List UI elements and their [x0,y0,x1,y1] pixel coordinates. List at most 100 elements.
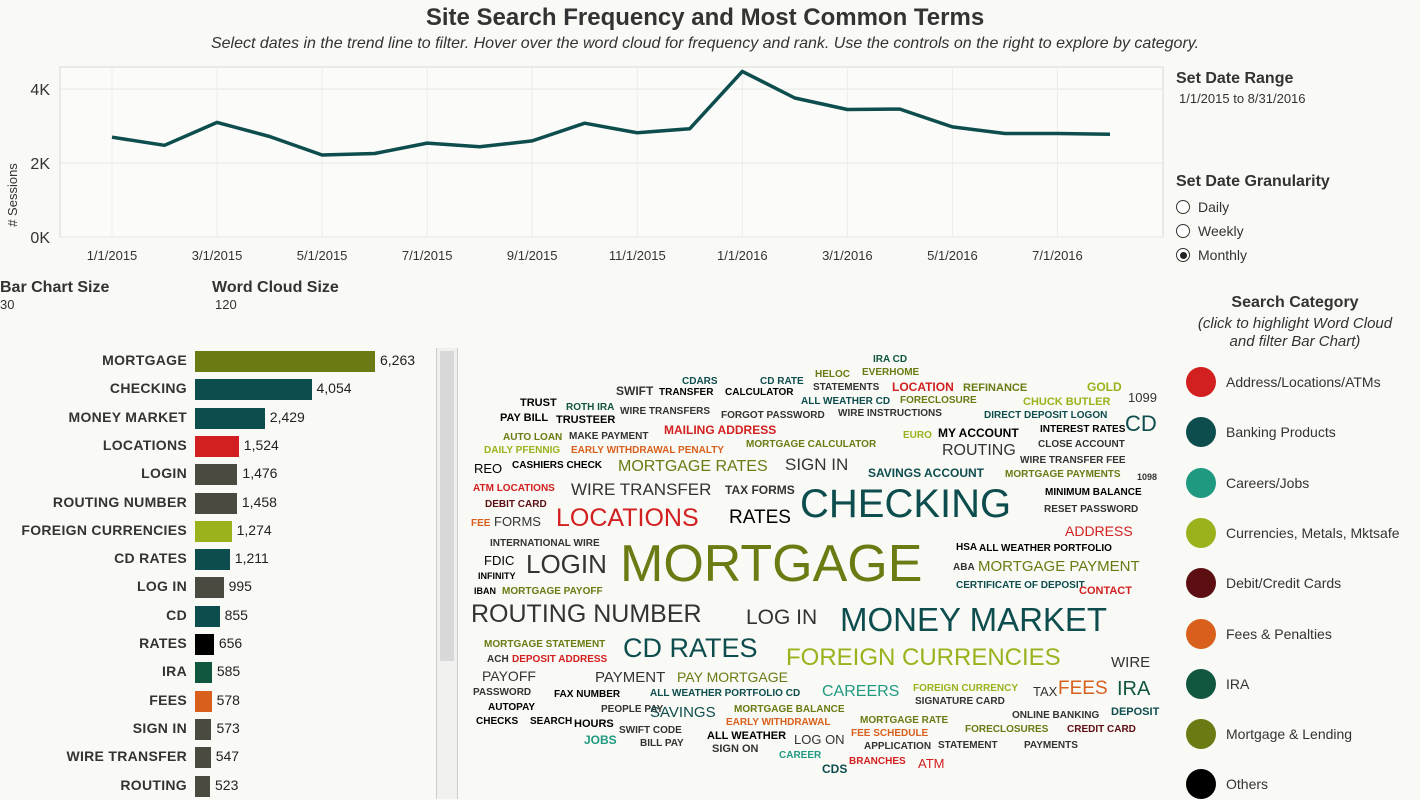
bar-chart-scrollbar[interactable] [436,348,458,799]
word-cloud-term[interactable]: ATM [918,756,945,771]
trend-line-series[interactable] [111,69,1111,157]
word-cloud-term[interactable]: FEES [1058,678,1108,699]
granularity-option-daily[interactable]: Daily [1176,195,1330,219]
word-cloud-term[interactable]: ALL WEATHER CD [801,396,891,407]
legend-item[interactable]: Debit/Credit Cards [1186,568,1341,599]
granularity-option-weekly[interactable]: Weekly [1176,219,1330,243]
bar[interactable] [195,379,312,401]
word-cloud-term[interactable]: ROTH IRA [566,402,615,413]
word-cloud-term[interactable]: SAVINGS ACCOUNT [868,466,985,480]
word-cloud-term[interactable]: IBAN [474,586,496,596]
legend-swatch[interactable] [1186,719,1216,750]
word-cloud-term[interactable]: FORMS [494,514,541,529]
legend-item[interactable]: Mortgage & Lending [1186,719,1352,750]
word-cloud-term[interactable]: FORGOT PASSWORD [721,410,825,421]
word-cloud-term[interactable]: CDS [822,762,848,776]
word-cloud-term[interactable]: LOCATIONS [556,504,699,532]
granularity-option-monthly[interactable]: Monthly [1176,243,1330,267]
word-cloud-term[interactable]: ADDRESS [1065,523,1133,539]
bar[interactable] [195,520,232,542]
legend-swatch[interactable] [1186,668,1216,699]
word-cloud-term[interactable]: INTEREST RATES [1040,424,1126,435]
bar[interactable] [195,435,239,457]
word-cloud-term[interactable]: MINIMUM BALANCE [1045,487,1142,498]
word-cloud-term[interactable]: MORTGAGE CALCULATOR [746,439,877,450]
bar[interactable] [195,634,214,655]
word-cloud-term[interactable]: CALCULATOR [725,387,794,398]
bar-row[interactable]: CD 855 [0,602,440,630]
legend-item[interactable]: Banking Products [1186,417,1336,448]
bar[interactable] [195,775,211,797]
bar-row[interactable]: CHECKING 4,054 [0,375,440,403]
word-cloud-term[interactable]: CAREER [779,750,822,761]
word-cloud-term[interactable]: FEE SCHEDULE [851,728,929,739]
word-cloud-term[interactable]: PEOPLE PAY [601,704,664,715]
bar-row[interactable]: RATES 656 [0,630,440,658]
word-cloud-term[interactable]: TAX FORMS [725,483,795,497]
word-cloud-term[interactable]: WIRE INSTRUCTIONS [838,408,942,419]
word-cloud-term[interactable]: MONEY MARKET [840,601,1108,638]
word-cloud-term[interactable]: RESET PASSWORD [1044,504,1139,515]
word-cloud-term[interactable]: EARLY WITHDRAWAL PENALTY [571,445,724,456]
word-cloud-term[interactable]: MY ACCOUNT [938,426,1019,440]
bar-size-value[interactable]: 30 [0,297,15,312]
bar[interactable] [195,662,212,684]
word-cloud-term[interactable]: FOREIGN CURRENCIES [786,644,1061,671]
word-cloud-term[interactable]: LOGIN [526,549,607,579]
bar[interactable] [195,605,220,627]
bar-row[interactable]: LOGIN 1,476 [0,460,440,488]
word-cloud-term[interactable]: TRUSTEER [556,414,616,426]
word-cloud-term[interactable]: SIGN IN [785,455,849,474]
bar-row[interactable]: IRA 585 [0,658,440,686]
word-cloud-term[interactable]: WIRE [1111,654,1151,671]
word-cloud-term[interactable]: MORTGAGE [620,535,923,593]
word-cloud-term[interactable]: AUTOPAY [488,702,536,713]
bar-row[interactable]: FEES 578 [0,687,440,715]
word-cloud-term[interactable]: MORTGAGE RATES [618,458,768,475]
bar-row[interactable]: ROUTING NUMBER 1,458 [0,489,440,517]
word-cloud-term[interactable]: MAILING ADDRESS [664,423,777,437]
word-cloud-term[interactable]: WIRE TRANSFER FEE [1020,455,1126,466]
legend-item[interactable]: Others [1186,769,1268,800]
word-cloud-term[interactable]: DEPOSIT [1111,706,1160,718]
word-cloud-term[interactable]: DEPOSIT ADDRESS [512,654,608,665]
word-cloud-term[interactable]: FOREIGN CURRENCY [913,683,1019,694]
word-cloud-term[interactable]: CERTIFICATE OF DEPOSIT [956,580,1085,591]
legend-item[interactable]: Currencies, Metals, Mktsafe [1186,517,1400,548]
word-cloud-term[interactable]: MORTGAGE STATEMENT [484,639,606,650]
word-cloud-term[interactable]: SAVINGS [650,704,716,721]
word-cloud-term[interactable]: TAX [1033,684,1058,699]
word-cloud-term[interactable]: ALL WEATHER [707,730,787,742]
word-cloud-term[interactable]: WIRE TRANSFER [571,480,712,499]
word-cloud-term[interactable]: DIRECT DEPOSIT LOGON [984,410,1108,421]
word-cloud-term[interactable]: EURO [903,430,932,441]
word-cloud-term[interactable]: FORECLOSURES [965,724,1049,735]
word-cloud-term[interactable]: CDARS [682,376,718,387]
word-cloud-term[interactable]: IRA CD [873,354,908,365]
word-cloud-term[interactable]: SWIFT CODE [619,725,682,736]
word-cloud-term[interactable]: BRANCHES [849,756,906,767]
word-cloud-term[interactable]: MORTGAGE PAYMENTS [1005,469,1121,480]
word-cloud-term[interactable]: ONLINE BANKING [1012,710,1100,721]
legend-swatch[interactable] [1186,367,1216,397]
word-cloud-term[interactable]: ROUTING [942,442,1016,459]
legend-swatch[interactable] [1186,517,1216,548]
word-cloud-term[interactable]: CREDIT CARD [1067,724,1136,735]
word-cloud-term[interactable]: CHUCK BUTLER [1023,396,1111,408]
word-cloud-term[interactable]: RATES [729,507,791,528]
word-cloud-term[interactable]: CD [1125,411,1157,436]
bar[interactable] [195,464,238,486]
word-cloud-term[interactable]: CLOSE ACCOUNT [1038,439,1125,450]
word-cloud-term[interactable]: CASHIERS CHECK [512,460,603,471]
bar[interactable] [195,351,375,372]
word-cloud-term[interactable]: ABA [953,562,975,573]
bar[interactable] [195,718,212,740]
word-cloud-term[interactable]: PAYMENTS [1024,740,1078,751]
bar-row[interactable]: ROUTING 523 [0,772,440,800]
word-cloud-term[interactable]: FEE [471,518,491,529]
word-cloud-term[interactable]: MORTGAGE RATE [860,715,949,726]
word-cloud-term[interactable]: DEBIT CARD [485,499,547,510]
word-cloud-term[interactable]: INFINITY [478,571,516,581]
bar[interactable] [195,690,212,712]
word-cloud-term[interactable]: PAYMENT [595,669,666,686]
